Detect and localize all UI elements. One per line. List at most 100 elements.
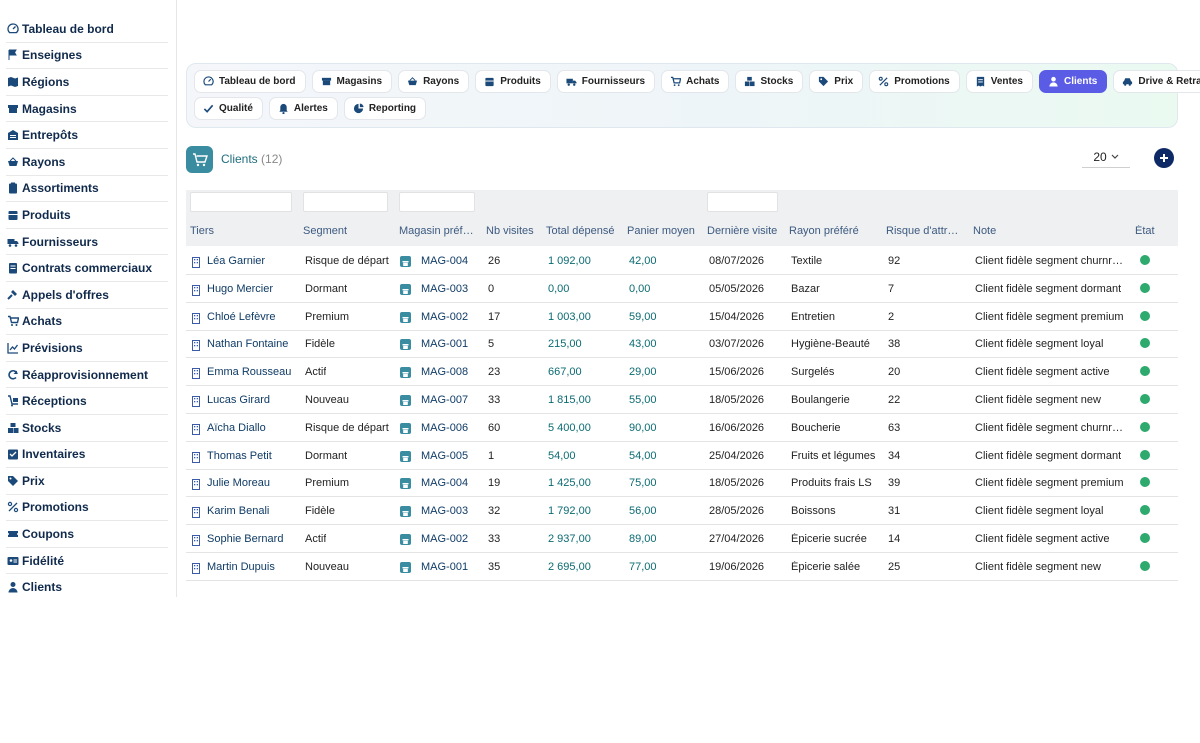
cell-visites: 60 (488, 421, 501, 434)
tab[interactable]: Promotions (869, 70, 960, 93)
tab[interactable]: Prix (809, 70, 864, 93)
tab[interactable]: Fournisseurs (556, 70, 656, 93)
cell-risque: 25 (888, 560, 901, 573)
filter-segment-input[interactable] (303, 192, 388, 212)
column-header[interactable]: Dernière visite (707, 225, 778, 237)
sidebar-item[interactable]: Contrats commerciaux (6, 255, 168, 282)
sidebar-item[interactable]: Assortiments (6, 176, 168, 203)
sidebar-item[interactable]: Régions (6, 69, 168, 96)
sidebar-item[interactable]: Produits (6, 202, 168, 229)
cell-tiers[interactable]: Thomas Petit (207, 449, 272, 462)
clients-table: Tiers Segment Magasin préf… Nb visites Total… (186, 190, 1178, 581)
sidebar-item-label: Magasins (22, 101, 77, 116)
sidebar-item[interactable]: Rayons (6, 149, 168, 176)
table-row[interactable]: Martin Dupuis Nouveau MAG-001 35 2 695,00 77,… (186, 553, 1178, 581)
cell-note: Client fidèle segment churnr… (975, 255, 1123, 267)
tab-label: Qualité (219, 103, 253, 114)
filter-magasin-input[interactable] (399, 192, 475, 212)
cell-tiers[interactable]: Martin Dupuis (207, 560, 275, 573)
table-row[interactable]: Thomas Petit Dormant MAG-005 1 54,00 54,00 25/… (186, 442, 1178, 470)
cell-tiers[interactable]: Léa Garnier (207, 255, 266, 267)
table-row[interactable]: Karim Benali Fidèle MAG-003 32 1 792,00 56,00… (186, 497, 1178, 526)
tab[interactable]: Rayons (398, 70, 470, 93)
building-icon (192, 394, 200, 407)
column-header[interactable]: Risque d'attr… (886, 225, 959, 237)
tab[interactable]: Produits (475, 70, 551, 93)
sidebar-item[interactable]: Appels d'offres (6, 282, 168, 309)
table-row[interactable]: Aïcha Diallo Risque de départ MAG-006 60 5 4… (186, 414, 1178, 442)
sidebar-item[interactable]: Enseignes (6, 43, 168, 70)
tab[interactable]: Drive & Retrait (1113, 70, 1200, 93)
sidebar-item[interactable]: Tableau de bord (6, 16, 168, 43)
cell-tiers[interactable]: Nathan Fontaine (207, 338, 289, 351)
tab[interactable]: Alertes (268, 97, 338, 120)
cell-magasin[interactable]: MAG-006 (421, 421, 469, 434)
cell-magasin[interactable]: MAG-005 (421, 449, 469, 462)
add-client-button[interactable] (1154, 148, 1174, 168)
cell-tiers[interactable]: Emma Rousseau (207, 366, 292, 379)
table-row[interactable]: Léa Garnier Risque de départ MAG-004 26 1 09… (186, 247, 1178, 275)
page-size-value: 20 (1093, 149, 1107, 164)
column-header[interactable]: Panier moyen (627, 225, 695, 237)
cell-magasin[interactable]: MAG-003 (421, 282, 469, 295)
table-row[interactable]: Hugo Mercier Dormant MAG-003 0 0,00 0,00 05/05… (186, 275, 1178, 303)
cell-tiers[interactable]: Sophie Bernard (207, 533, 284, 545)
sidebar-item[interactable]: Fournisseurs (6, 229, 168, 256)
cell-magasin[interactable]: MAG-001 (421, 338, 469, 351)
tab[interactable]: Clients (1039, 70, 1108, 93)
column-header[interactable]: Tiers (190, 225, 215, 237)
sidebar-item[interactable]: Fidélité (6, 548, 168, 575)
column-header[interactable]: Rayon préféré (789, 225, 859, 237)
table-row[interactable]: Emma Rousseau Actif MAG-008 23 667,00 29,00 15… (186, 358, 1178, 387)
cell-tiers[interactable]: Lucas Girard (207, 394, 270, 406)
sidebar-item[interactable]: Magasins (6, 96, 168, 123)
page-size-select[interactable]: 20 (1082, 146, 1130, 168)
cell-magasin[interactable]: MAG-004 (421, 255, 469, 267)
column-header[interactable]: Nb visites (486, 225, 534, 237)
cell-tiers[interactable]: Aïcha Diallo (207, 421, 266, 434)
column-header[interactable]: État (1135, 225, 1155, 237)
sidebar-item[interactable]: Réceptions (6, 388, 168, 415)
sidebar-item[interactable]: Stocks (6, 415, 168, 442)
column-header[interactable]: Total dépensé (546, 225, 615, 237)
building-icon (192, 533, 200, 546)
cell-tiers[interactable]: Karim Benali (207, 505, 270, 518)
cell-risque: 92 (888, 255, 901, 267)
tab[interactable]: Tableau de bord (194, 70, 306, 93)
sidebar-item[interactable]: Réapprovisionnement (6, 362, 168, 389)
sidebar-item[interactable]: Promotions (6, 495, 168, 522)
column-header[interactable]: Segment (303, 225, 348, 237)
tab[interactable]: Ventes (965, 70, 1033, 93)
filter-tiers-input[interactable] (190, 192, 292, 212)
sidebar-item[interactable]: Inventaires (6, 442, 168, 469)
cell-magasin[interactable]: MAG-001 (421, 560, 469, 573)
cell-magasin[interactable]: MAG-003 (421, 505, 469, 518)
sidebar-item[interactable]: Achats (6, 309, 168, 336)
table-row[interactable]: Sophie Bernard Actif MAG-002 33 2 937,00 89,0… (186, 525, 1178, 553)
tab[interactable]: Qualité (194, 97, 263, 120)
tab[interactable]: Stocks (735, 70, 804, 93)
tab[interactable]: Magasins (311, 70, 393, 93)
sidebar-item[interactable]: Prévisions (6, 335, 168, 362)
table-row[interactable]: Nathan Fontaine Fidèle MAG-001 5 215,00 43,00… (186, 330, 1178, 359)
column-header[interactable]: Note (973, 225, 997, 237)
sidebar-item[interactable]: Clients (6, 574, 168, 597)
cell-magasin[interactable]: MAG-004 (421, 477, 469, 490)
cell-magasin[interactable]: MAG-008 (421, 366, 469, 379)
cell-tiers[interactable]: Chloé Lefèvre (207, 310, 276, 323)
cell-magasin[interactable]: MAG-002 (421, 310, 469, 323)
column-header[interactable]: Magasin préf… (399, 225, 474, 237)
sidebar-item[interactable]: Entrepôts (6, 122, 168, 149)
tab[interactable]: Reporting (343, 97, 427, 120)
table-row[interactable]: Chloé Lefèvre Premium MAG-002 17 1 003,00 59,… (186, 303, 1178, 331)
cell-tiers[interactable]: Julie Moreau (207, 477, 270, 490)
table-row[interactable]: Julie Moreau Premium MAG-004 19 1 425,00 75,0… (186, 469, 1178, 498)
cell-magasin[interactable]: MAG-007 (421, 394, 469, 406)
tab[interactable]: Achats (661, 70, 730, 93)
sidebar-item[interactable]: Coupons (6, 521, 168, 548)
cell-tiers[interactable]: Hugo Mercier (207, 282, 274, 295)
sidebar-item[interactable]: Prix (6, 468, 168, 495)
table-row[interactable]: Lucas Girard Nouveau MAG-007 33 1 815,00 55,0… (186, 386, 1178, 414)
cell-magasin[interactable]: MAG-002 (421, 533, 469, 545)
filter-derniere-visite-input[interactable] (707, 192, 778, 212)
